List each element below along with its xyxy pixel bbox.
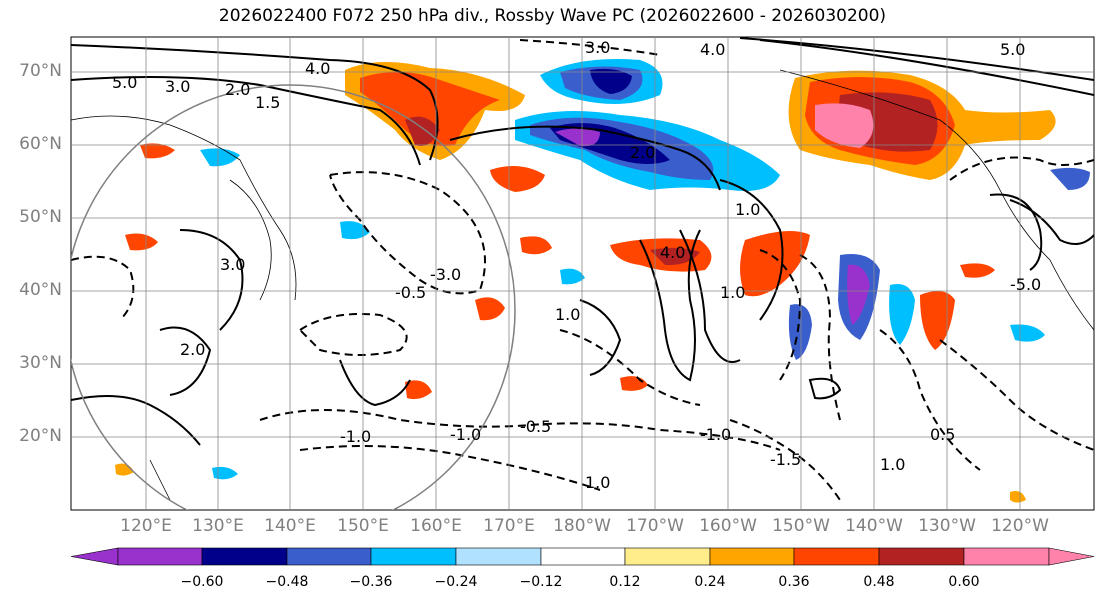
contour-label: 2.0 bbox=[630, 143, 655, 162]
colorbar-tick: 0.48 bbox=[863, 574, 895, 590]
lat-label: 30°N bbox=[19, 353, 62, 373]
colorbar-segment bbox=[455, 547, 542, 566]
contour-label: -3.0 bbox=[430, 265, 461, 284]
lon-label: 150°E bbox=[337, 516, 389, 536]
lat-label: 70°N bbox=[19, 61, 62, 81]
lon-label: 150°W bbox=[772, 516, 830, 536]
lon-label: 140°W bbox=[845, 516, 903, 536]
lat-label: 50°N bbox=[19, 207, 62, 227]
colorbar-extend-min bbox=[70, 547, 119, 566]
lon-label: 170°E bbox=[483, 516, 535, 536]
colorbar-segment bbox=[117, 547, 203, 566]
lat-label: 60°N bbox=[19, 134, 62, 154]
colorbar-segment bbox=[963, 547, 1050, 566]
contour-label: 2.0 bbox=[225, 80, 250, 99]
coastlines bbox=[71, 69, 1094, 501]
lon-label: 130°E bbox=[192, 516, 244, 536]
colorbar-extend-max bbox=[1048, 547, 1095, 566]
colorbar-segment bbox=[201, 547, 288, 566]
lon-label: 160°W bbox=[699, 516, 757, 536]
contour-label: 1.0 bbox=[555, 305, 580, 324]
lon-label: 130°W bbox=[918, 516, 976, 536]
contour-label: 5.0 bbox=[112, 73, 137, 92]
contour-lines-positive bbox=[71, 37, 1094, 446]
colorbar-tick: 0.24 bbox=[694, 574, 726, 590]
lat-label: 40°N bbox=[19, 280, 62, 300]
contour-label: 3.0 bbox=[165, 77, 190, 96]
lon-label: 180°W bbox=[553, 516, 611, 536]
shading-layer bbox=[115, 59, 1090, 503]
contour-label-group: 5.0 3.0 2.0 1.5 4.0 3.0 4.0 5.0 2.0 4.0 … bbox=[112, 38, 1041, 492]
contour-label: -1.0 bbox=[340, 427, 371, 446]
colorbar-tick: −0.60 bbox=[180, 574, 224, 590]
colorbar-segment bbox=[286, 547, 372, 566]
contour-label: 1.0 bbox=[720, 283, 745, 302]
colorbar-segment bbox=[878, 547, 965, 566]
contour-label: 1.0 bbox=[880, 455, 905, 474]
colorbar-tick: −0.36 bbox=[349, 574, 393, 590]
contour-label: -1.0 bbox=[450, 425, 481, 444]
contour-label: 2.0 bbox=[180, 340, 205, 359]
lat-label: 20°N bbox=[19, 426, 62, 446]
contour-label: 3.0 bbox=[585, 38, 610, 57]
contour-label: 1.0 bbox=[735, 200, 760, 219]
contour-label: 4.0 bbox=[700, 40, 725, 59]
lon-label: 170°W bbox=[626, 516, 684, 536]
colorbar-tick: −0.24 bbox=[434, 574, 478, 590]
lon-label: 160°E bbox=[410, 516, 462, 536]
contour-label: 1.5 bbox=[255, 93, 280, 112]
lon-label: 120°W bbox=[991, 516, 1049, 536]
contour-label: 4.0 bbox=[305, 59, 330, 78]
contour-label: -0.5 bbox=[395, 283, 426, 302]
contour-label: -0.5 bbox=[520, 417, 551, 436]
colorbar-segment bbox=[370, 547, 457, 566]
contour-label: -1.5 bbox=[770, 450, 801, 469]
contour-label: 0.5 bbox=[930, 425, 955, 444]
map-title: 2026022400 F072 250 hPa div., Rossby Wav… bbox=[218, 6, 887, 26]
contour-label: 3.0 bbox=[220, 255, 245, 274]
colorbar-segment bbox=[540, 547, 626, 566]
colorbar-segment bbox=[624, 547, 711, 566]
contour-label: 5.0 bbox=[1000, 40, 1025, 59]
contour-label: -5.0 bbox=[1010, 275, 1041, 294]
contour-label: 4.0 bbox=[660, 243, 685, 262]
colorbar-tick: −0.12 bbox=[519, 574, 563, 590]
colorbar-tick: 0.12 bbox=[609, 574, 641, 590]
colorbar-tick: 0.36 bbox=[778, 574, 810, 590]
colorbar-segment bbox=[709, 547, 795, 566]
colorbar-tick: −0.48 bbox=[265, 574, 309, 590]
colorbar-tick: 0.60 bbox=[948, 574, 980, 590]
graticule bbox=[71, 37, 1094, 510]
lon-label: 120°E bbox=[120, 516, 172, 536]
reference-circle bbox=[71, 84, 516, 510]
contour-label: -1.0 bbox=[700, 425, 731, 444]
lon-label: 140°E bbox=[264, 516, 316, 536]
contour-label: 1.0 bbox=[585, 473, 610, 492]
colorbar-segment bbox=[793, 547, 880, 566]
